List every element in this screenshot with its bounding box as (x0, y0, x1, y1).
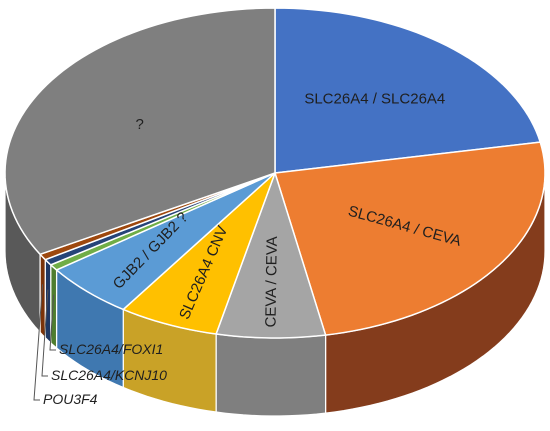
slice-label-unknown: ? (136, 116, 144, 133)
pie-top-layer (4, 7, 546, 339)
pie-side-layer (4, 172, 546, 417)
callout-line-pou3f4 (33, 284, 44, 401)
slice-label-slc26a4-slc26a4: SLC26A4 / SLC26A4 (304, 90, 445, 107)
pie-slice-slc26a4-cnv (122, 172, 276, 335)
pie-slice-slc26a4-ceva (274, 141, 546, 336)
pie-side-ceva-ceva (215, 333, 327, 417)
slice-label-ceva-ceva: CEVA / CEVA (262, 236, 280, 327)
pie-slice-slc26a4-slc26a4 (274, 7, 541, 174)
pie-callout-layer: SLC26A4/FOXI1 SLC26A4/KCNJ10 POU3F4 (33, 284, 167, 407)
pie-slice-ceva-ceva (215, 172, 327, 339)
callout-label-slc26a4-kcnj10: SLC26A4/KCNJ10 (51, 367, 167, 383)
callout-line-slc26a4-kcnj10 (41, 289, 49, 377)
callout-label-pou3f4: POU3F4 (43, 391, 98, 407)
callout-line-slc26a4-foxi1 (49, 294, 56, 351)
pie-slice-gjb2-gjb2 (55, 172, 276, 311)
pie-side-slc26a4-kcnj10 (44, 258, 52, 345)
pie-side-slc26a4-foxi1 (50, 263, 58, 350)
pie-side-pou3f4 (39, 252, 46, 340)
pie-slice-unknown (4, 7, 276, 256)
callout-label-slc26a4-foxi1: SLC26A4/FOXI1 (59, 341, 163, 357)
